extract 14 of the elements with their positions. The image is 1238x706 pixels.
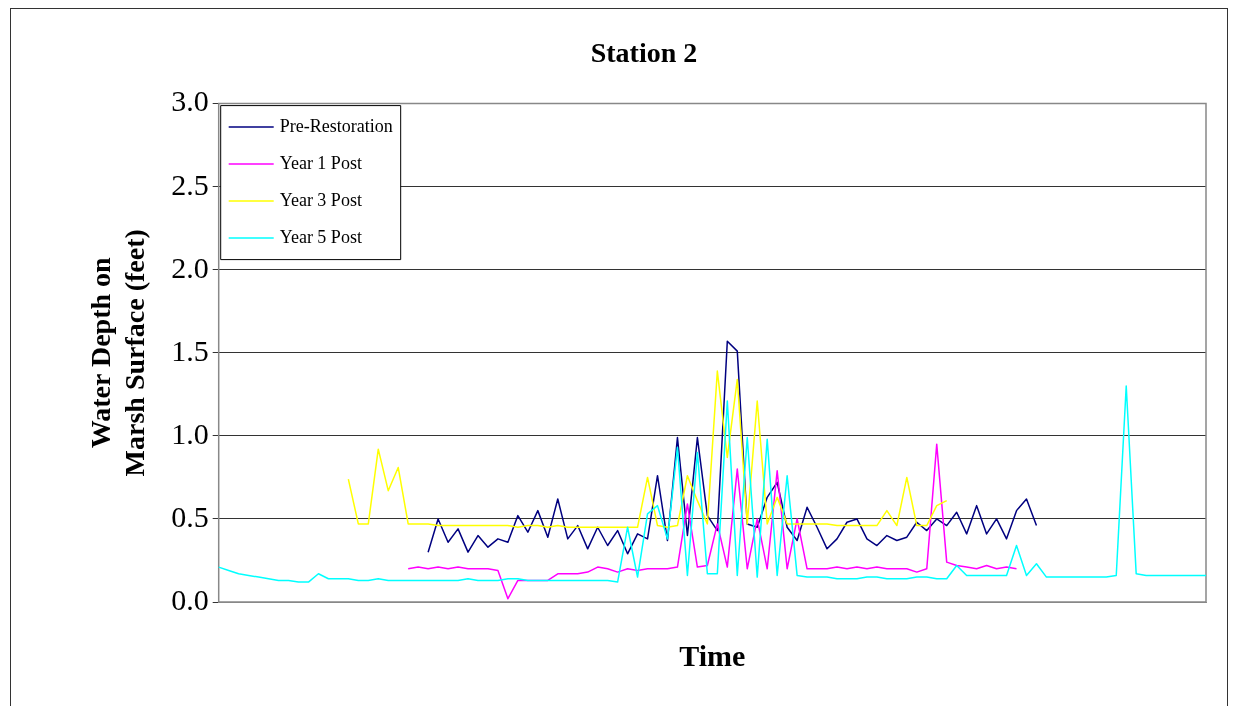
y-tick-label: 0.5	[171, 499, 209, 533]
legend-label: Pre-Restoration	[279, 115, 393, 136]
y-tick-label: 3.0	[171, 84, 209, 118]
y-tick-label: 1.5	[171, 333, 209, 367]
legend-label: Year 5 Post	[279, 226, 362, 247]
y-axis-title: Water Depth on Marsh Surface (feet)	[85, 229, 150, 477]
x-axis-title: Time	[679, 638, 746, 672]
y-tick-label: 1.0	[171, 416, 209, 450]
y-tick-label: 2.0	[171, 250, 209, 284]
y-tick-label: 2.5	[171, 167, 209, 201]
y-tick-label: 0.0	[171, 582, 209, 616]
chart-title: Station 2	[590, 37, 698, 69]
legend-label: Year 1 Post	[279, 152, 362, 173]
legend-label: Year 3 Post	[279, 189, 362, 210]
